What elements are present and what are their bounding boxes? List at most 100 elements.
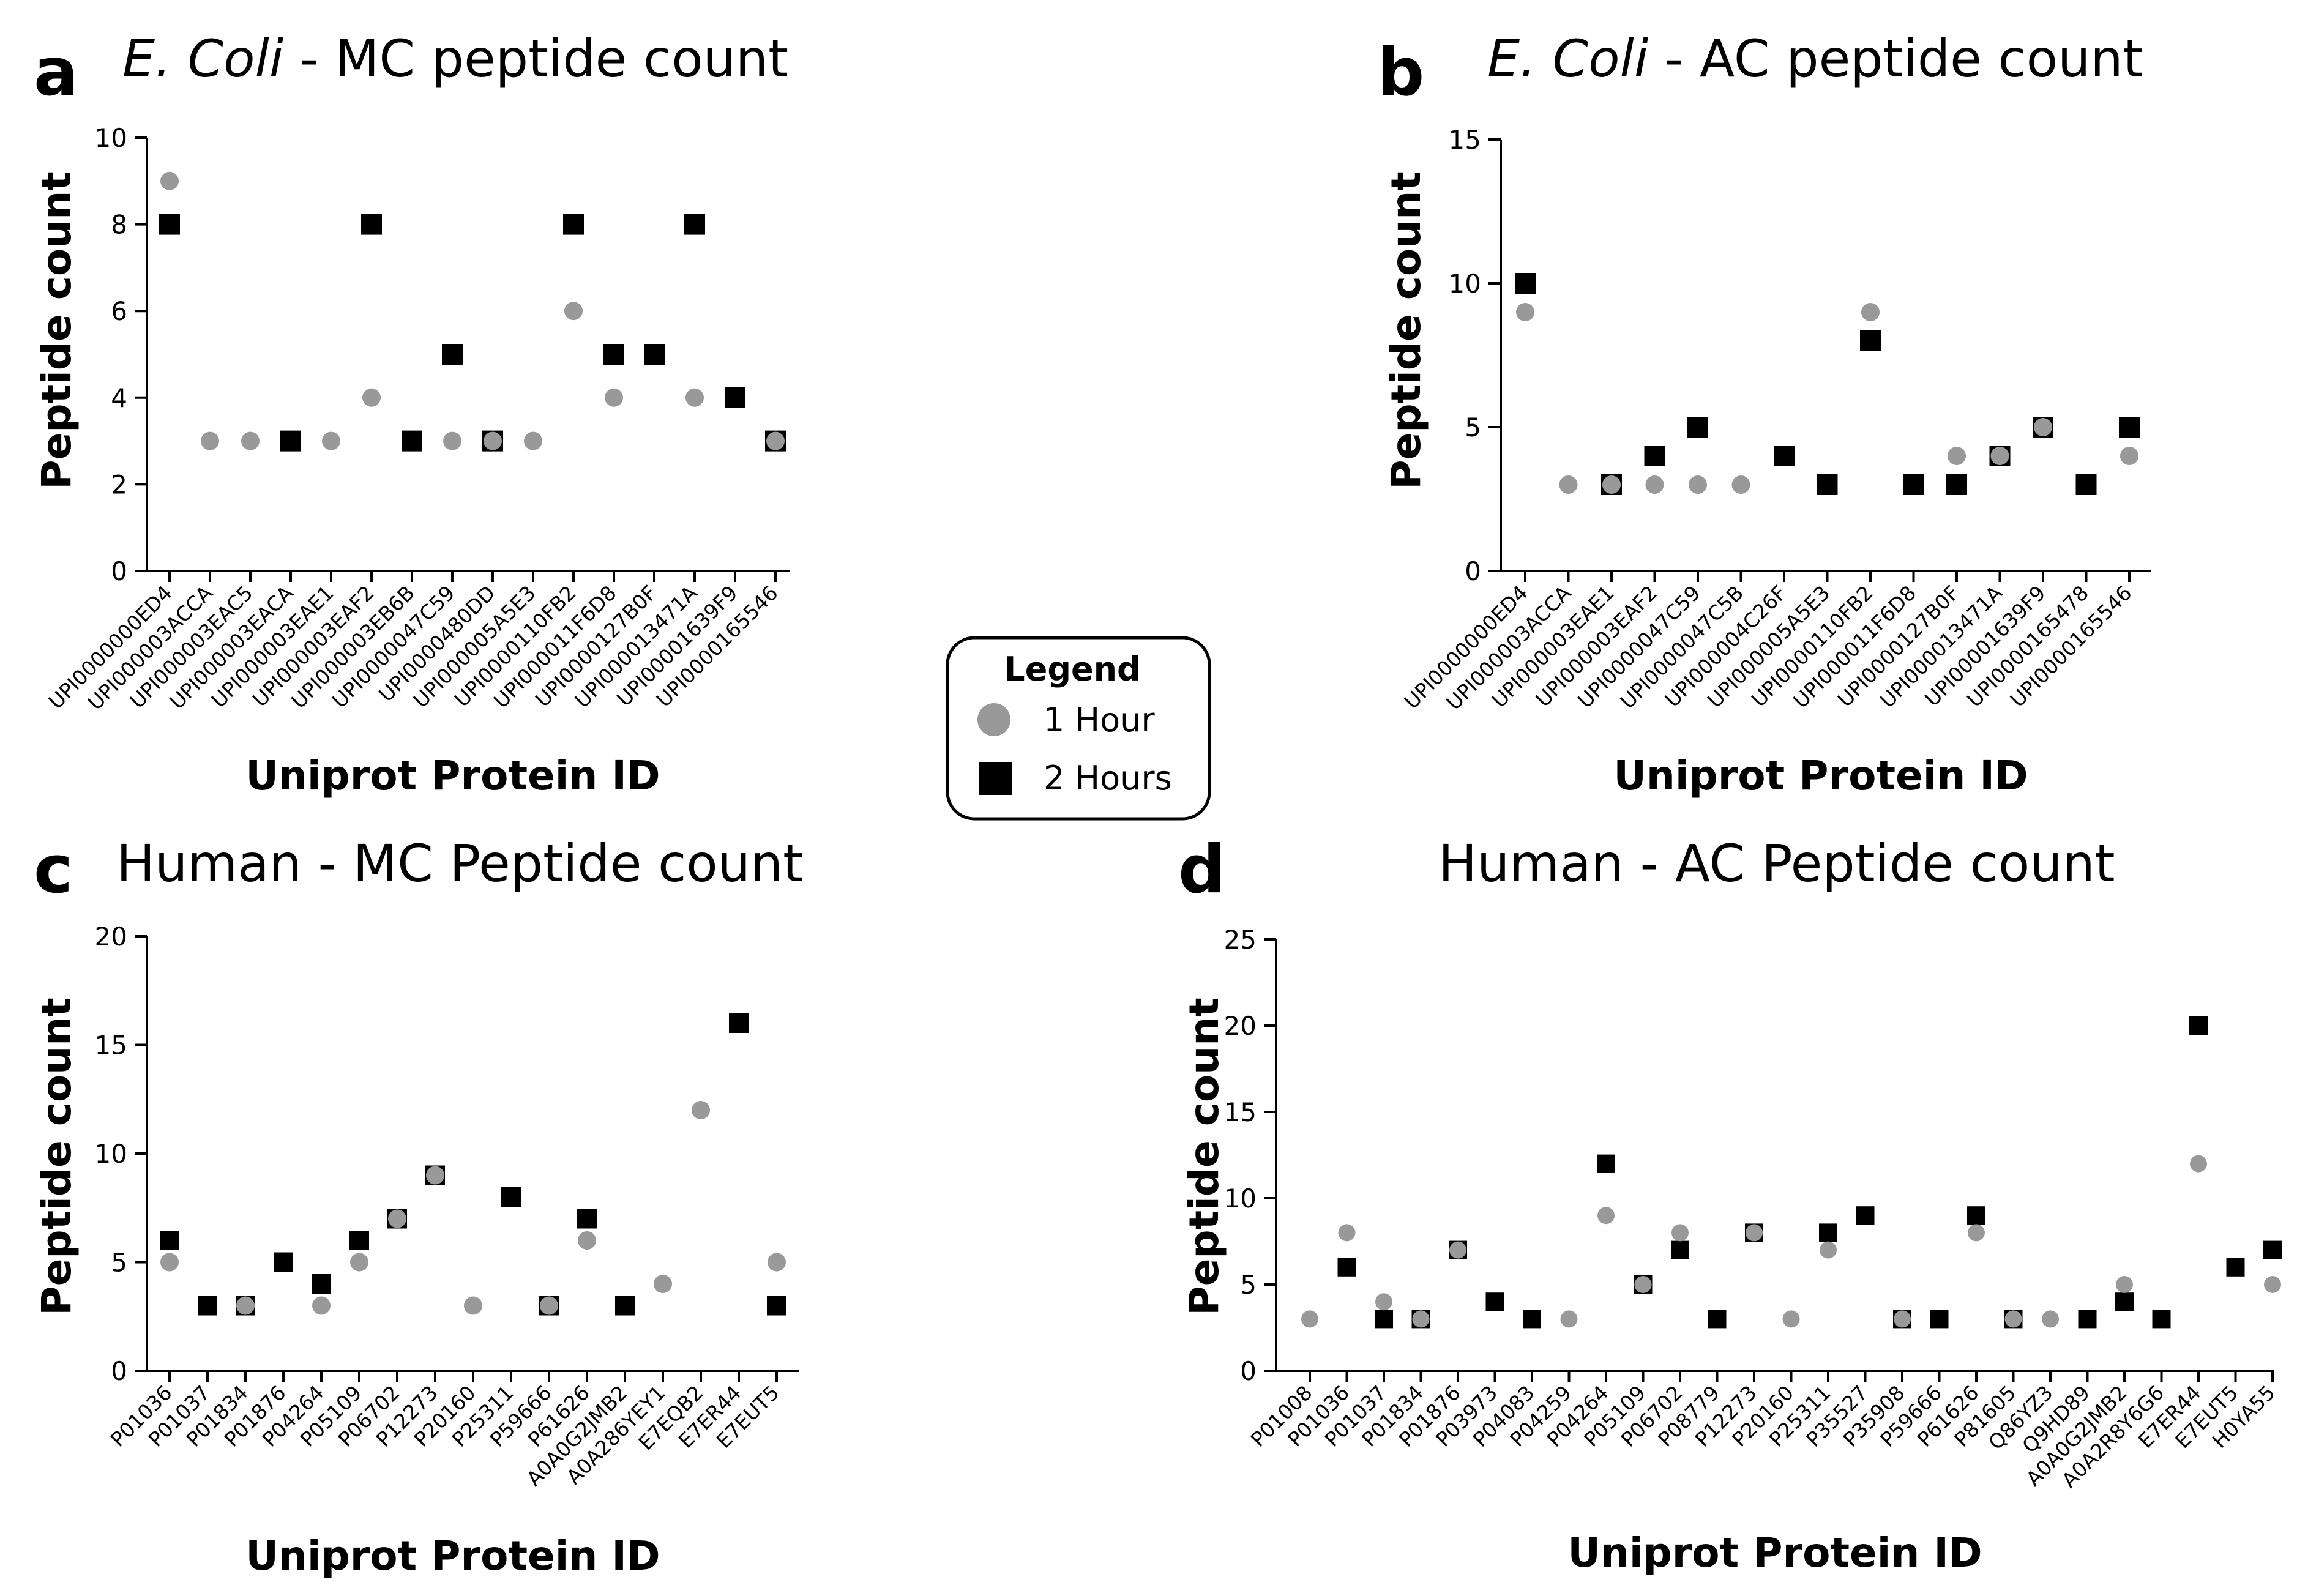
panel-a-point-1-hour xyxy=(160,171,179,190)
panel-c-ytick-label: 5 xyxy=(111,1248,127,1278)
panel-c-point-2-hours xyxy=(501,1187,521,1207)
panel-d-point-2-hours xyxy=(2115,1292,2134,1311)
panel-c-point-2-hours xyxy=(577,1209,597,1229)
panel-a-point-1-hour xyxy=(241,431,260,450)
panel-d-point-2-hours xyxy=(2078,1310,2097,1329)
panel-letter-d: d xyxy=(1178,832,1225,908)
panel-b-point-2-hours xyxy=(1515,273,1536,294)
panel-d-point-2-hours xyxy=(2263,1240,2282,1259)
panel-a-point-1-hour xyxy=(322,431,340,450)
panel-d-plot: 0510152025P01008P01036P01037P01834P01876… xyxy=(1224,925,2282,1492)
panel-d-point-1-hour xyxy=(2264,1276,2281,1293)
panel-c-point-1-hour xyxy=(236,1296,255,1315)
panel-c-ytick-label: 15 xyxy=(95,1031,127,1061)
panel-a-point-2-hours xyxy=(684,214,705,235)
legend-box xyxy=(946,636,1211,821)
panel-c-point-1-hour xyxy=(692,1101,710,1119)
panel-c-point-2-hours xyxy=(198,1296,217,1316)
panel-c-point-2-hours xyxy=(160,1231,179,1250)
panel-b-point-2-hours xyxy=(1946,474,1967,495)
panel-c-point-1-hour xyxy=(350,1253,368,1272)
panel-d-point-1-hour xyxy=(1671,1224,1689,1242)
panel-d-ytick-label: 15 xyxy=(1224,1097,1257,1127)
panel-b-plot: 051015UPI0000000ED4UPI000003ACCAUPI00000… xyxy=(1400,125,2151,715)
panel-b-title-rest: - AC peptide count xyxy=(1648,29,2143,89)
panel-b-point-2-hours xyxy=(1644,446,1665,466)
panel-c-ytick-label: 0 xyxy=(111,1356,127,1386)
panel-b-point-2-hours xyxy=(1903,474,1924,495)
panel-a-point-1-hour xyxy=(484,431,502,450)
panel-d-point-1-hour xyxy=(1412,1310,1430,1328)
panel-b-point-1-hour xyxy=(1948,447,1966,465)
panel-d-point-1-hour xyxy=(1968,1224,1985,1242)
panel-letter-b: b xyxy=(1377,34,1424,111)
panel-d-xlabel: Uniprot Protein ID xyxy=(1567,1529,1982,1576)
panel-c-point-1-hour xyxy=(540,1296,558,1315)
panel-b-point-2-hours xyxy=(2075,474,2097,495)
panel-letter-a: a xyxy=(34,34,78,111)
panel-a-title-rest: - MC peptide count xyxy=(283,29,788,89)
panel-c-point-1-hour xyxy=(388,1209,406,1228)
panel-d-point-1-hour xyxy=(1301,1310,1318,1328)
panel-a-ytick-label: 0 xyxy=(111,556,127,586)
panel-a-point-2-hours xyxy=(442,344,463,365)
panel-a-title: E. Coli - MC peptide count xyxy=(122,29,788,89)
panel-b-point-2-hours xyxy=(2119,417,2140,438)
panel-d-point-1-hour xyxy=(1375,1293,1392,1311)
panel-b-xlabel: Uniprot Protein ID xyxy=(1613,752,2028,799)
panel-d-point-1-hour xyxy=(2042,1310,2059,1328)
panel-d-point-1-hour xyxy=(1820,1241,1837,1259)
panel-d-point-2-hours xyxy=(2152,1310,2171,1329)
panel-a-point-1-hour xyxy=(524,431,542,450)
panel-c-point-2-hours xyxy=(274,1252,293,1272)
panel-a-point-2-hours xyxy=(280,430,301,452)
panel-b-ytick-label: 0 xyxy=(1465,556,1481,586)
panel-a-ytick-label: 6 xyxy=(111,296,127,326)
panel-d-point-2-hours xyxy=(1708,1310,1727,1329)
panel-d-point-1-hour xyxy=(1782,1310,1800,1328)
panel-c-title: Human - MC Peptide count xyxy=(116,833,803,893)
panel-d-point-1-hour xyxy=(2116,1276,2133,1293)
panel-b-title-italic: E. Coli xyxy=(1487,29,1648,89)
panel-c-point-2-hours xyxy=(349,1231,369,1250)
panel-c-point-2-hours xyxy=(767,1296,786,1316)
panel-a-point-1-hour xyxy=(685,388,704,407)
panel-a-point-1-hour xyxy=(443,431,461,450)
panel-d-ytick-label: 0 xyxy=(1240,1356,1257,1386)
panel-b-point-1-hour xyxy=(1602,475,1621,494)
panel-d-point-1-hour xyxy=(2004,1310,2022,1328)
panel-a-title-italic: E. Coli xyxy=(122,29,283,89)
panel-d-point-2-hours xyxy=(1375,1310,1393,1329)
panel-b-title: E. Coli - AC peptide count xyxy=(1487,29,2143,89)
panel-a-point-2-hours xyxy=(603,344,624,365)
panel-a-point-1-hour xyxy=(201,431,219,450)
panel-a-point-1-hour xyxy=(564,302,583,321)
panel-b-point-1-hour xyxy=(1559,475,1578,494)
panel-b-point-1-hour xyxy=(1990,447,2009,465)
panel-c-ytick-label: 10 xyxy=(95,1139,127,1169)
panel-d-ytick-label: 10 xyxy=(1224,1184,1257,1214)
panel-d-point-2-hours xyxy=(1485,1292,1504,1311)
legend-label-2-hours: 2 Hours xyxy=(1044,759,1172,797)
panel-d-point-1-hour xyxy=(1597,1207,1615,1225)
panel-c-ylabel: Peptide count xyxy=(33,998,80,1316)
panel-c-point-1-hour xyxy=(312,1296,331,1315)
panel-b-ytick-label: 15 xyxy=(1449,125,1481,155)
panel-d-point-1-hour xyxy=(2190,1155,2207,1173)
panel-letter-c: c xyxy=(34,832,73,908)
panel-a-ytick-label: 2 xyxy=(111,469,127,499)
panel-d-point-2-hours xyxy=(1597,1154,1615,1173)
panel-b-point-1-hour xyxy=(2120,447,2138,465)
panel-c-point-2-hours xyxy=(615,1296,635,1316)
panel-d-title: Human - AC Peptide count xyxy=(1438,833,2115,893)
panel-d-point-2-hours xyxy=(2226,1258,2245,1277)
panel-b-point-1-hour xyxy=(1516,303,1534,321)
panel-a-point-2-hours xyxy=(402,430,422,452)
panel-a-plot: 0246810UPI0000000ED4UPI000003ACCAUPI0000… xyxy=(44,123,790,715)
panel-d-point-2-hours xyxy=(1930,1310,1949,1329)
panel-c-point-1-hour xyxy=(160,1253,179,1272)
panel-c-xlabel: Uniprot Protein ID xyxy=(245,1532,660,1579)
panel-d-point-2-hours xyxy=(1967,1206,1985,1225)
panel-d-ytick-label: 25 xyxy=(1224,925,1257,955)
